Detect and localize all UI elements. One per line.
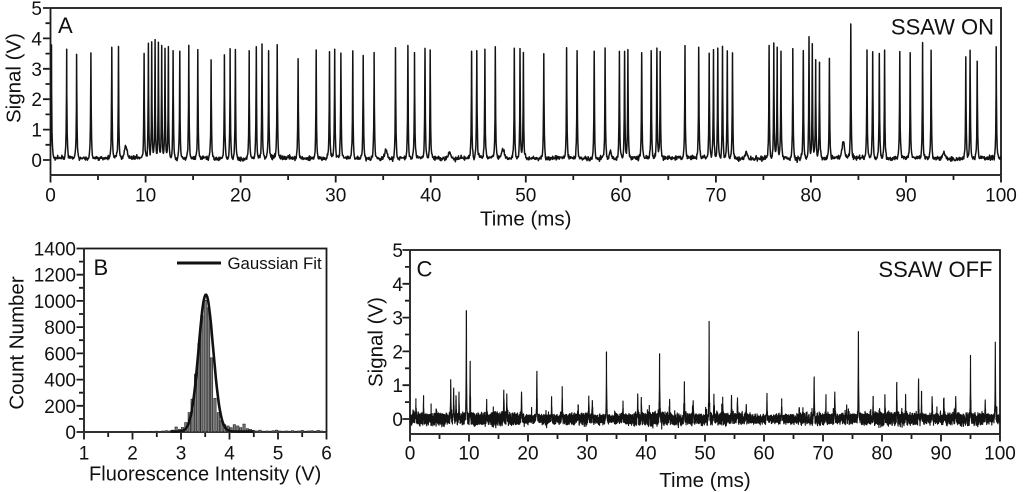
svg-text:Gaussian Fit: Gaussian Fit — [228, 254, 323, 273]
svg-text:Count Number: Count Number — [6, 276, 29, 409]
svg-text:600: 600 — [44, 344, 76, 365]
svg-text:5: 5 — [392, 241, 403, 262]
svg-text:4: 4 — [224, 443, 235, 464]
svg-text:0: 0 — [392, 410, 403, 431]
svg-text:10: 10 — [458, 443, 479, 464]
svg-text:60: 60 — [610, 186, 631, 207]
svg-text:5: 5 — [273, 443, 284, 464]
svg-text:90: 90 — [930, 443, 951, 464]
svg-text:B: B — [94, 255, 109, 280]
svg-text:60: 60 — [753, 443, 774, 464]
svg-text:4: 4 — [392, 275, 403, 296]
svg-text:50: 50 — [694, 443, 715, 464]
svg-text:Signal (V): Signal (V) — [3, 33, 26, 123]
svg-text:1000: 1000 — [34, 292, 76, 313]
svg-text:10: 10 — [135, 186, 156, 207]
svg-text:70: 70 — [812, 443, 833, 464]
svg-text:80: 80 — [871, 443, 892, 464]
svg-text:200: 200 — [44, 397, 76, 418]
svg-text:1400: 1400 — [34, 240, 76, 261]
svg-text:5: 5 — [31, 0, 42, 20]
svg-text:400: 400 — [44, 371, 76, 392]
svg-text:40: 40 — [420, 186, 441, 207]
svg-text:SSAW ON: SSAW ON — [891, 15, 994, 40]
svg-text:1: 1 — [31, 121, 42, 142]
svg-text:2: 2 — [31, 90, 42, 111]
svg-text:70: 70 — [705, 186, 726, 207]
svg-text:4: 4 — [31, 29, 42, 50]
svg-text:2: 2 — [127, 443, 138, 464]
svg-text:80: 80 — [800, 186, 821, 207]
svg-text:C: C — [417, 257, 433, 282]
svg-text:6: 6 — [321, 443, 332, 464]
svg-text:0: 0 — [405, 443, 416, 464]
svg-text:Time (ms): Time (ms) — [480, 208, 571, 231]
svg-text:20: 20 — [230, 186, 251, 207]
svg-text:2: 2 — [392, 342, 403, 363]
svg-text:SSAW OFF: SSAW OFF — [878, 257, 992, 282]
svg-text:3: 3 — [31, 60, 42, 81]
svg-text:0: 0 — [31, 151, 42, 172]
svg-text:30: 30 — [325, 186, 346, 207]
svg-text:1: 1 — [392, 376, 403, 397]
svg-text:800: 800 — [44, 318, 76, 339]
svg-text:1: 1 — [79, 443, 90, 464]
svg-text:3: 3 — [176, 443, 187, 464]
svg-text:20: 20 — [517, 443, 538, 464]
svg-text:0: 0 — [45, 186, 56, 207]
svg-text:1200: 1200 — [34, 266, 76, 287]
svg-text:40: 40 — [635, 443, 656, 464]
svg-text:0: 0 — [65, 423, 76, 444]
svg-text:100: 100 — [985, 186, 1017, 207]
svg-text:90: 90 — [895, 186, 916, 207]
svg-text:3: 3 — [392, 309, 403, 330]
svg-text:Time (ms): Time (ms) — [659, 469, 750, 492]
svg-text:A: A — [58, 13, 73, 38]
svg-text:50: 50 — [515, 186, 536, 207]
svg-text:100: 100 — [984, 443, 1016, 464]
svg-text:Fluorescence Intensity (V): Fluorescence Intensity (V) — [89, 464, 321, 486]
svg-text:Signal (V): Signal (V) — [365, 297, 388, 387]
svg-text:30: 30 — [576, 443, 597, 464]
